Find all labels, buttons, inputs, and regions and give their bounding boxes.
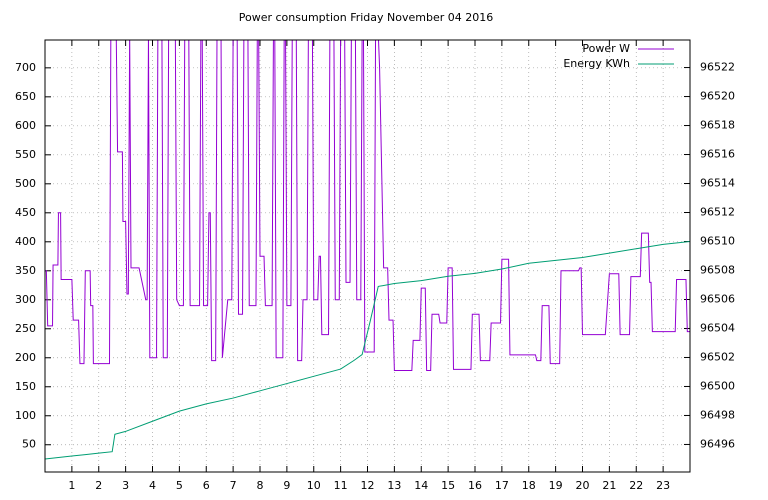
- x-tick-label: 1: [68, 479, 75, 492]
- x-tick-label: 22: [629, 479, 643, 492]
- x-tick-label: 5: [176, 479, 183, 492]
- y2-tick-label: 96516: [700, 148, 735, 161]
- x-tick-label: 7: [230, 479, 237, 492]
- x-tick-label: 9: [283, 479, 290, 492]
- y2-tick-label: 96506: [700, 292, 735, 305]
- y-tick-label: 350: [15, 264, 36, 277]
- x-tick-label: 8: [257, 479, 264, 492]
- y-tick-label: 150: [15, 380, 36, 393]
- labels: 1 2 3 4 5 6 7 8 9 10 11 12 13 14 15 16 17 18 19 20 21 22 23501…: [15, 42, 735, 492]
- y-tick-label: 500: [15, 177, 36, 190]
- x-tick-label: 4: [149, 479, 156, 492]
- legend-label: Power W: [582, 42, 630, 55]
- y2-tick-label: 96504: [700, 321, 735, 334]
- y-tick-label: 400: [15, 235, 36, 248]
- y-tick-label: 100: [15, 409, 36, 422]
- x-tick-label: 3: [122, 479, 129, 492]
- y-tick-label: 700: [15, 61, 36, 74]
- y2-tick-label: 96514: [700, 177, 735, 190]
- legend-label: Energy KWh: [563, 57, 630, 70]
- x-tick-label: 23: [656, 479, 670, 492]
- x-tick-label: 13: [387, 479, 401, 492]
- y-tick-label: 600: [15, 119, 36, 132]
- x-tick-label: 11: [334, 479, 348, 492]
- x-tick-label: 10: [307, 479, 321, 492]
- y-tick-label: 300: [15, 293, 36, 306]
- y2-tick-label: 96520: [700, 90, 735, 103]
- y2-tick-label: 96512: [700, 206, 735, 219]
- x-tick-label: 15: [441, 479, 455, 492]
- y2-tick-label: 96508: [700, 263, 735, 276]
- y-tick-label: 250: [15, 322, 36, 335]
- x-tick-label: 21: [602, 479, 616, 492]
- y2-tick-label: 96510: [700, 235, 735, 248]
- x-tick-label: 6: [203, 479, 210, 492]
- y2-tick-label: 96522: [700, 61, 735, 74]
- x-tick-label: 20: [576, 479, 590, 492]
- y2-tick-label: 96498: [700, 408, 735, 421]
- y-tick-label: 200: [15, 351, 36, 364]
- plot-lines: [45, 40, 690, 460]
- x-tick-label: 19: [549, 479, 563, 492]
- y2-tick-label: 96500: [700, 379, 735, 392]
- chart-title: Power consumption Friday November 04 201…: [239, 11, 494, 24]
- plot-frame: [44, 39, 691, 473]
- series-line: [45, 40, 690, 372]
- y-tick-label: 650: [15, 90, 36, 103]
- x-tick-label: 12: [361, 479, 375, 492]
- x-tick-label: 14: [414, 479, 428, 492]
- series-line: [45, 241, 690, 460]
- x-tick-label: 18: [522, 479, 536, 492]
- y-tick-label: 50: [22, 438, 36, 451]
- x-tick-label: 2: [95, 479, 102, 492]
- y-tick-label: 550: [15, 148, 36, 161]
- x-tick-label: 17: [495, 479, 509, 492]
- y-tick-label: 450: [15, 206, 36, 219]
- y2-tick-label: 96518: [700, 119, 735, 132]
- x-tick-label: 16: [468, 479, 482, 492]
- y2-tick-label: 96502: [700, 350, 735, 363]
- y2-tick-label: 96496: [700, 437, 735, 450]
